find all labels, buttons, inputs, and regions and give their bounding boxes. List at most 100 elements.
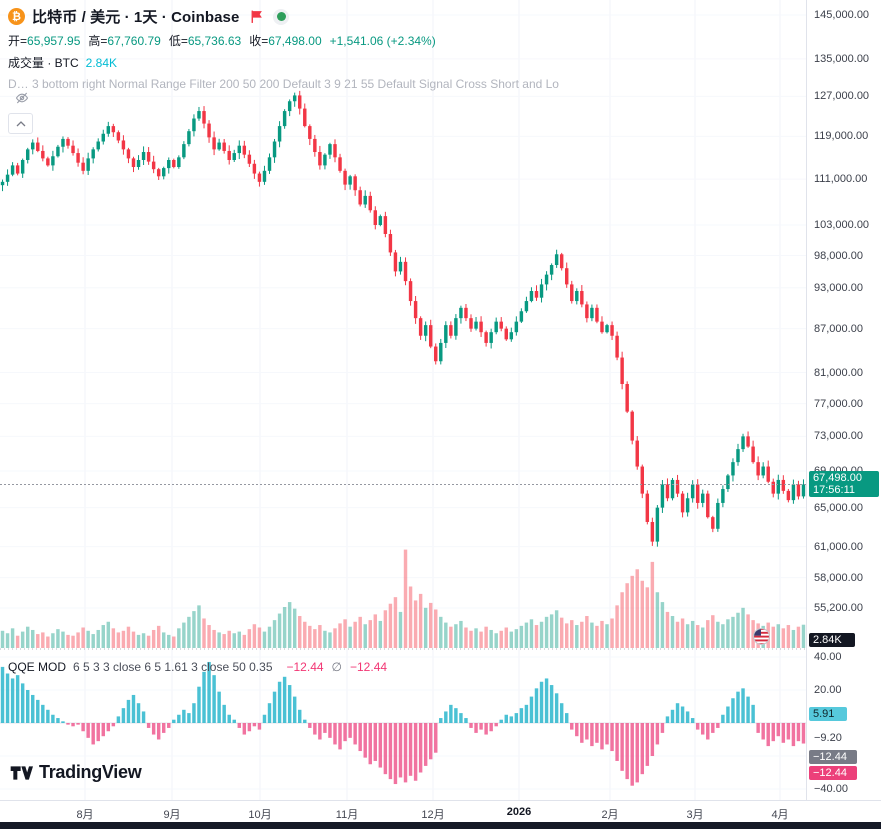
- candle-body: [41, 150, 45, 159]
- qqe-bar: [454, 708, 458, 723]
- candle-body: [20, 160, 25, 174]
- volume-bar: [474, 628, 478, 648]
- qqe-legend[interactable]: QQE MOD 6 5 3 3 close 6 5 1.61 3 close 5…: [8, 660, 387, 674]
- time-axis[interactable]: 8月 9月 10月 11月 12月 2026 2月 3月 4月: [0, 800, 881, 823]
- candle-body: [308, 126, 312, 139]
- time-axis-label: 11月: [335, 809, 359, 821]
- collapse-legend-button[interactable]: [8, 113, 33, 134]
- candle-body: [81, 162, 85, 171]
- qqe-bar: [484, 723, 488, 735]
- candle-body: [156, 169, 161, 177]
- candle-body: [695, 484, 700, 503]
- candle-body: [660, 484, 665, 508]
- candle-body: [726, 475, 730, 490]
- volume-bar: [383, 610, 388, 648]
- volume-bar: [46, 636, 50, 648]
- qqe-bar: [801, 723, 806, 744]
- qqe-bar: [655, 723, 660, 745]
- candle-body: [368, 195, 372, 211]
- time-axis-label: 9月: [163, 809, 181, 821]
- qqe-bar: [615, 723, 619, 761]
- candle-body: [388, 234, 393, 253]
- qqe-bar: [771, 723, 775, 742]
- indicator-row[interactable]: D… 3 bottom right Normal Range Filter 20…: [8, 77, 559, 105]
- qqe-bar: [41, 704, 45, 723]
- qqe-bar: [509, 716, 514, 723]
- volume-bar: [675, 621, 680, 648]
- qqe-params: 6 5 3 3 close 6 5 1.61 3 close 50 0.35: [73, 660, 273, 674]
- candle-body: [247, 154, 252, 164]
- qqe-value-2: −12.44: [350, 660, 388, 674]
- qqe-bar: [479, 723, 483, 730]
- chevron-up-icon: [16, 120, 25, 126]
- volume-row[interactable]: 成交量 · BTC 2.84K: [8, 54, 559, 71]
- volume-bar: [373, 614, 378, 648]
- candle-body: [575, 291, 579, 302]
- price-axis-label: 61,000.00: [814, 541, 863, 553]
- qqe-bar: [776, 723, 781, 737]
- volume-bar: [20, 631, 25, 648]
- qqe-bar: [554, 693, 559, 723]
- market-status-icon[interactable]: [273, 8, 290, 25]
- price-axis-label: 93,000.00: [814, 282, 863, 294]
- candle-body: [796, 484, 801, 497]
- volume-bar: [202, 618, 206, 648]
- main-chart-canvas[interactable]: [0, 0, 806, 800]
- volume-bar: [650, 561, 655, 648]
- volume-bar: [338, 623, 342, 648]
- candle-body: [323, 154, 327, 166]
- volume-bar: [529, 619, 534, 648]
- volume-bar: [781, 628, 786, 648]
- volume-bar: [721, 624, 725, 648]
- qqe-bar: [690, 718, 695, 723]
- price-axis[interactable]: −40.00 −9.20 20.00 40.00 55,200.00 58,000.00 6…: [806, 0, 881, 800]
- qqe-bar: [363, 723, 367, 758]
- symbol-title[interactable]: 比特币 / 美元 · 1天 · Coinbase: [32, 9, 240, 26]
- volume-bar: [434, 609, 438, 648]
- qqe-bar: [403, 723, 408, 783]
- candle-body: [126, 149, 131, 159]
- qqe-bar: [434, 723, 438, 753]
- candle-body: [529, 291, 534, 302]
- candle-body: [106, 126, 111, 134]
- qqe-bar: [650, 723, 655, 756]
- qqe-bar: [192, 703, 196, 723]
- qqe-bar: [595, 723, 599, 743]
- volume-bar: [408, 586, 413, 648]
- qqe-bar: [146, 723, 151, 728]
- volume-bar: [726, 619, 730, 648]
- qqe-bar: [56, 718, 60, 723]
- qqe-bar: [706, 723, 710, 740]
- flag-icon[interactable]: [249, 9, 264, 24]
- price-axis-label: 73,000.00: [814, 430, 863, 442]
- symbol-row[interactable]: ₿ 比特币 / 美元 · 1天 · Coinbase: [8, 6, 559, 27]
- qqe-bar: [217, 691, 221, 723]
- volume-bar: [237, 631, 241, 648]
- volume-bar: [111, 628, 116, 648]
- price-axis-label: 65,000.00: [814, 502, 863, 514]
- qqe-bar: [408, 723, 413, 776]
- qqe-bar: [222, 704, 226, 723]
- chart-pane[interactable]: [0, 0, 806, 800]
- candle-body: [585, 304, 589, 319]
- low-label: 低=: [168, 34, 188, 48]
- qqe-bar: [313, 723, 317, 735]
- qqe-bar: [96, 723, 100, 742]
- tradingview-logo[interactable]: TradingView: [10, 762, 142, 783]
- us-flag-icon[interactable]: [753, 628, 770, 645]
- volume-bar: [484, 626, 488, 648]
- candle-body: [172, 160, 176, 168]
- qqe-bar: [590, 723, 594, 747]
- price-axis-label: 98,000.00: [814, 250, 863, 262]
- candle-body: [232, 153, 236, 160]
- volume-bar: [610, 618, 614, 648]
- volume-bar: [660, 602, 665, 648]
- candle-body: [680, 493, 685, 513]
- volume-bar: [449, 626, 453, 648]
- volume-bar: [267, 626, 272, 648]
- volume-bar: [292, 608, 297, 648]
- eye-off-icon[interactable]: [15, 91, 29, 105]
- candle-body: [267, 157, 272, 171]
- qqe-bar: [575, 723, 579, 737]
